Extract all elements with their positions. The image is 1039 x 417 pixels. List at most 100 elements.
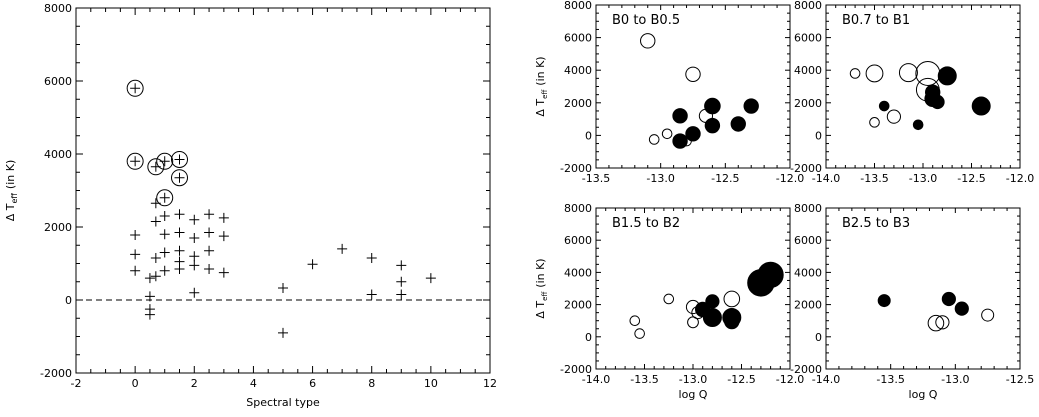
open-circle-marker xyxy=(685,66,701,82)
plus-marker xyxy=(174,263,185,274)
filled-circle-marker xyxy=(685,126,701,142)
plus-marker xyxy=(218,212,229,223)
y-axis-label: Δ Teff (in K) xyxy=(534,56,549,116)
plus-marker xyxy=(144,309,155,320)
open-circle-marker xyxy=(663,293,675,305)
plus-marker xyxy=(144,273,155,284)
plus-marker xyxy=(307,259,318,270)
panel-1: -2000 0 2000 4000 6000 8000 -2 0 2 4 6 8 10 12 Spectra… xyxy=(4,2,497,409)
x-axis-label: Spectral type xyxy=(246,396,320,409)
y-tick-label: 0 xyxy=(585,331,592,344)
highlight-circle xyxy=(171,150,188,168)
y-tick-label: -2000 xyxy=(560,363,592,376)
plus-marker xyxy=(189,214,200,225)
plus-marker xyxy=(130,230,141,241)
plus-marker xyxy=(130,83,141,94)
plus-marker xyxy=(396,276,407,287)
highlight-circle xyxy=(126,79,144,97)
x-tick-label: -14.0 xyxy=(582,373,610,386)
panel-3: -2000 0 2000 4000 6000 8000 -14.0 -13.5 -13.0 -12… xyxy=(790,0,1034,185)
plus-marker xyxy=(174,227,185,238)
y-axis-label: Δ Teff (in K) xyxy=(534,258,549,318)
plus-marker xyxy=(159,247,170,258)
x-tick-label: -13.5 xyxy=(876,373,904,386)
highlight-circle xyxy=(156,189,174,207)
plus-marker xyxy=(204,227,215,238)
plus-marker xyxy=(425,273,436,284)
y-tick-label: 0 xyxy=(815,129,822,142)
plus-marker xyxy=(204,263,215,274)
y-tick-label: 2000 xyxy=(794,97,822,110)
plot-frame xyxy=(825,207,1021,370)
filled-circle-marker xyxy=(877,294,891,308)
plus-marker xyxy=(204,245,215,256)
y-tick-label: 2000 xyxy=(564,299,592,312)
plus-marker xyxy=(278,282,288,293)
plus-marker xyxy=(130,156,141,167)
plus-marker xyxy=(218,267,229,278)
plus-marker xyxy=(150,216,161,227)
plus-marker xyxy=(150,253,161,264)
filled-circle-marker xyxy=(724,313,740,330)
open-circle-marker xyxy=(687,316,699,329)
x-tick-label: -12.0 xyxy=(1006,172,1034,185)
x-tick-label: 8 xyxy=(368,377,375,390)
y-tick-label: 6000 xyxy=(794,234,822,247)
plus-marker xyxy=(366,253,377,264)
plus-marker xyxy=(189,251,200,262)
plus-marker xyxy=(174,154,185,165)
y-axis-label-sub: eff xyxy=(10,193,19,204)
y-tick-label: -2000 xyxy=(40,367,72,380)
y-tick-label: -2000 xyxy=(790,363,822,376)
filled-circle-marker xyxy=(937,66,957,86)
plus-marker xyxy=(396,289,407,300)
filled-circle-marker xyxy=(954,301,969,316)
plus-marker xyxy=(174,172,185,183)
y-axis-label-main: Δ T xyxy=(534,301,547,319)
x-tick-label: -13.5 xyxy=(630,373,658,386)
x-tick-label: -13.0 xyxy=(679,373,707,386)
plus-marker xyxy=(130,249,141,260)
y-tick-label: 8000 xyxy=(794,202,822,215)
open-circle-marker xyxy=(898,63,918,83)
x-tick-label: -13.5 xyxy=(582,172,610,185)
y-tick-label: 8000 xyxy=(794,0,822,12)
panel-title: B0.7 to B1 xyxy=(842,13,910,28)
y-tick-label: 0 xyxy=(65,294,72,307)
x-tick-label: 10 xyxy=(424,377,438,390)
panel-title: B0 to B0.5 xyxy=(612,13,680,28)
filled-circle-marker xyxy=(672,133,688,149)
open-circle-marker xyxy=(661,128,673,140)
y-axis-label-sub: eff xyxy=(541,90,549,99)
plus-marker xyxy=(174,245,185,256)
x-tick-label: 6 xyxy=(309,377,316,390)
x-tick-label: -12.5 xyxy=(1006,373,1034,386)
plot-frame xyxy=(75,7,491,374)
x-tick-label: 12 xyxy=(483,377,497,390)
y-tick-label: 4000 xyxy=(794,266,822,279)
y-tick-label: 2000 xyxy=(564,97,592,110)
open-circle-marker xyxy=(927,314,945,332)
open-circle-marker xyxy=(634,328,645,339)
plus-marker xyxy=(278,327,288,338)
y-tick-label: 6000 xyxy=(44,75,72,88)
open-circle-marker xyxy=(648,134,660,145)
open-circle-marker xyxy=(886,109,902,124)
highlight-circle xyxy=(156,152,174,170)
x-tick-label: -14.0 xyxy=(812,373,840,386)
plus-marker xyxy=(366,289,377,300)
y-tick-label: 2000 xyxy=(794,299,822,312)
open-circle-marker xyxy=(935,315,950,330)
plot-frame xyxy=(595,4,791,169)
filled-circle-marker xyxy=(747,269,775,297)
y-axis-label-sub: eff xyxy=(541,292,549,301)
plus-marker xyxy=(150,271,161,282)
y-axis-label-unit: (in K) xyxy=(534,258,547,287)
highlight-circle xyxy=(147,158,165,176)
plus-marker xyxy=(159,192,170,203)
y-tick-label: 8000 xyxy=(564,202,592,215)
y-axis-label: Δ Teff (in K) xyxy=(4,160,19,222)
open-circle-marker xyxy=(981,308,995,322)
y-tick-label: -2000 xyxy=(560,162,592,175)
